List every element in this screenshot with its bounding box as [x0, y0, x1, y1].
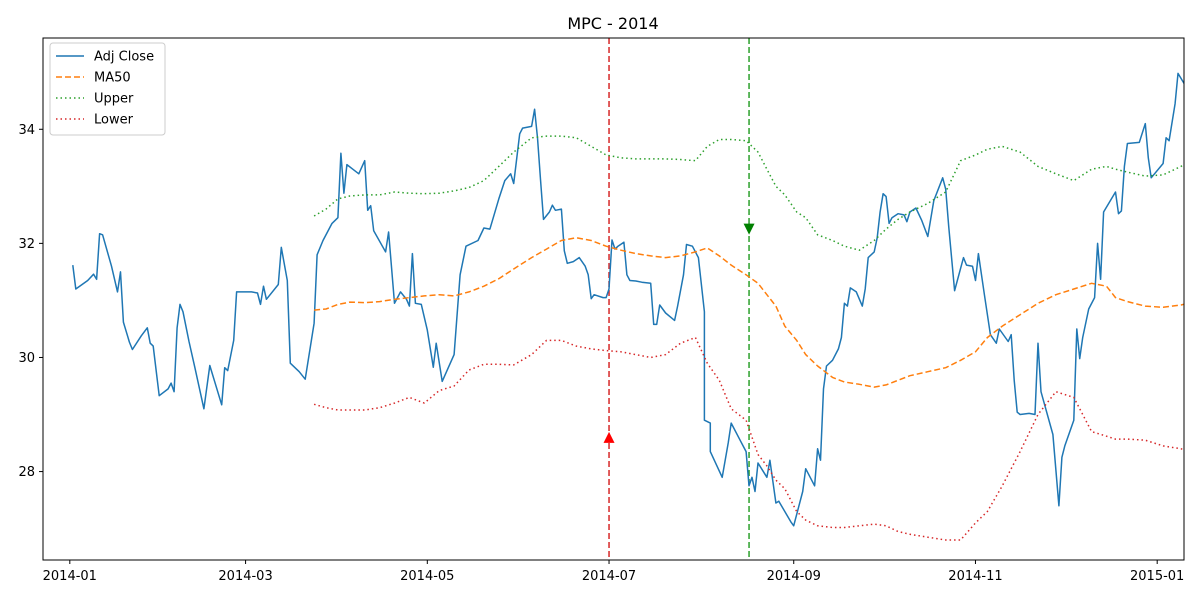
signal-markers [603, 223, 755, 443]
x-axis: 2014-01 2014-03 2014-05 2014-07 2014-09 2014-… [43, 560, 1184, 584]
legend-box [49, 42, 166, 136]
series-line-adj-close [72, 72, 1184, 527]
x-tick-label: 2014-05 [400, 569, 454, 584]
x-tick-label: 2015-01 [1130, 569, 1184, 584]
chart-title: MPC - 2014 [567, 14, 658, 33]
sell-marker [743, 223, 755, 235]
buy-marker [603, 431, 615, 443]
y-tick-label: 28 [18, 465, 35, 480]
legend-label: Adj Close [94, 50, 154, 65]
y-tick-label: 32 [18, 237, 35, 252]
y-axis: 28 30 32 34 [18, 123, 43, 480]
event-lines [608, 38, 750, 560]
x-tick-label: 2014-01 [43, 569, 97, 584]
y-tick-label: 34 [18, 123, 35, 138]
series-line-lower [313, 336, 1184, 541]
legend-label: Lower [94, 113, 134, 128]
series-line-ma50 [314, 236, 1184, 388]
legend-label: MA50 [94, 71, 131, 86]
x-tick-label: 2014-11 [948, 569, 1002, 584]
series-layer [72, 72, 1184, 541]
x-tick-label: 2014-03 [218, 569, 272, 584]
legend: Adj Close MA50 Upper Lower [49, 42, 166, 136]
legend-label: Upper [94, 92, 134, 107]
y-tick-label: 30 [18, 351, 35, 366]
x-tick-label: 2014-09 [767, 569, 821, 584]
series-line-upper [313, 135, 1184, 251]
x-tick-label: 2014-07 [582, 569, 636, 584]
plot-frame [42, 37, 1185, 561]
